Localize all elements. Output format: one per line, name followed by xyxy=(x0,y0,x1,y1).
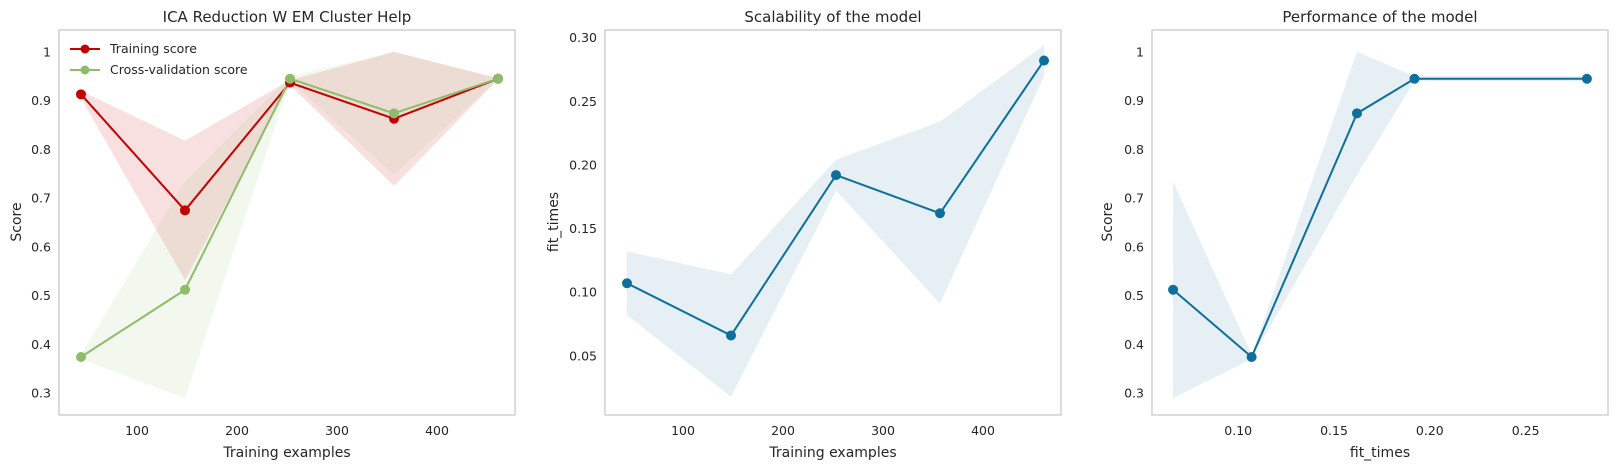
y-axis-label: Score xyxy=(9,202,25,241)
y-tick-label: 0.5 xyxy=(1124,288,1144,303)
data-point xyxy=(1039,55,1049,66)
legend-marker-training xyxy=(80,44,90,54)
y-tick-label: 0.3 xyxy=(31,386,51,401)
y-tick-label: 0.10 xyxy=(569,285,597,300)
x-tick-label: 300 xyxy=(871,423,895,438)
data-point xyxy=(1581,73,1592,84)
y-tick-label: 0.7 xyxy=(31,191,51,206)
y-axis-label: fit_times xyxy=(546,192,562,252)
y-tick-label: 0.05 xyxy=(569,348,597,363)
learning-curve-panel: ICA Reduction W EM Cluster Help Training… xyxy=(9,8,516,461)
x-tick-label: 0.20 xyxy=(1416,423,1444,438)
data-point xyxy=(1352,108,1363,119)
y-tick-label: 0.9 xyxy=(1124,93,1144,108)
ticks: 100 200 300 400 0.3 0.4 0.5 0.6 0.7 0.8 0.9 1 xyxy=(31,44,449,438)
confidence-band xyxy=(81,51,498,398)
y-tick-label: 0.5 xyxy=(31,288,51,303)
chart-title: Scalability of the model xyxy=(744,8,921,26)
confidence-bands xyxy=(1173,51,1587,398)
y-tick-label: 0.4 xyxy=(1124,337,1144,352)
confidence-band xyxy=(627,45,1044,397)
data-points xyxy=(1168,73,1592,363)
data-point xyxy=(1168,284,1179,295)
x-tick-label: 0.10 xyxy=(1224,423,1252,438)
data-point xyxy=(285,73,295,84)
data-point xyxy=(622,278,632,289)
y-tick-label: 1 xyxy=(1136,44,1144,59)
x-axis-label: Training examples xyxy=(768,445,896,461)
plot-frame xyxy=(58,29,516,416)
data-point xyxy=(726,330,736,341)
x-axis-label: Training examples xyxy=(222,445,350,461)
data-point xyxy=(180,284,190,295)
x-tick-label: 0.15 xyxy=(1320,423,1348,438)
legend: Training score Cross-validation score xyxy=(70,41,248,77)
data-points xyxy=(622,55,1049,341)
y-tick-label: 0.25 xyxy=(569,94,597,109)
x-tick-label: 400 xyxy=(425,423,449,438)
y-tick-label: 0.30 xyxy=(569,30,597,45)
x-tick-label: 400 xyxy=(971,423,995,438)
scalability-panel: Scalability of the model Training exampl… xyxy=(546,8,1062,461)
legend-label-cross-validation: Cross-validation score xyxy=(110,62,248,77)
data-point xyxy=(389,108,399,119)
x-axis-label: fit_times xyxy=(1350,445,1410,461)
data-point xyxy=(831,170,841,181)
x-tick-label: 100 xyxy=(125,423,149,438)
plot-frame xyxy=(604,29,1062,416)
x-tick-label: 200 xyxy=(771,423,795,438)
y-tick-label: 0.15 xyxy=(569,221,597,236)
y-tick-label: 0.8 xyxy=(1124,142,1144,157)
data-point xyxy=(76,89,86,100)
chart-title: ICA Reduction W EM Cluster Help xyxy=(163,8,412,26)
y-axis-label: Score xyxy=(1100,202,1116,241)
x-tick-label: 200 xyxy=(225,423,249,438)
data-point xyxy=(76,352,86,363)
chart-title: Performance of the model xyxy=(1282,8,1477,26)
data-point xyxy=(1409,73,1420,84)
confidence-band xyxy=(1173,51,1587,398)
x-tick-label: 300 xyxy=(325,423,349,438)
data-point xyxy=(493,73,503,84)
performance-panel: Performance of the model fit_times Score… xyxy=(1100,8,1609,461)
y-tick-label: 0.9 xyxy=(31,93,51,108)
y-tick-label: 0.8 xyxy=(31,142,51,157)
ticks: 0.10 0.15 0.20 0.25 0.3 0.4 0.5 0.6 0.7 0.8 0.9 1 xyxy=(1124,44,1539,438)
x-tick-label: 100 xyxy=(671,423,695,438)
y-tick-label: 0.3 xyxy=(1124,386,1144,401)
y-tick-label: 1 xyxy=(43,44,51,59)
confidence-bands xyxy=(627,45,1044,397)
data-point xyxy=(180,205,190,216)
y-tick-label: 0.20 xyxy=(569,157,597,172)
y-tick-label: 0.6 xyxy=(31,239,51,254)
ticks: 100 200 300 400 0.05 0.10 0.15 0.20 0.25 0.30 xyxy=(569,30,995,438)
data-point xyxy=(1246,352,1257,363)
data-point xyxy=(935,208,945,219)
y-tick-label: 0.4 xyxy=(31,337,51,352)
y-tick-label: 0.7 xyxy=(1124,191,1144,206)
data-points xyxy=(76,73,503,363)
y-tick-label: 0.6 xyxy=(1124,239,1144,254)
legend-marker-cross-validation xyxy=(80,65,90,75)
plot-frame xyxy=(1151,29,1609,416)
legend-label-training: Training score xyxy=(109,41,197,56)
x-tick-label: 0.25 xyxy=(1512,423,1540,438)
